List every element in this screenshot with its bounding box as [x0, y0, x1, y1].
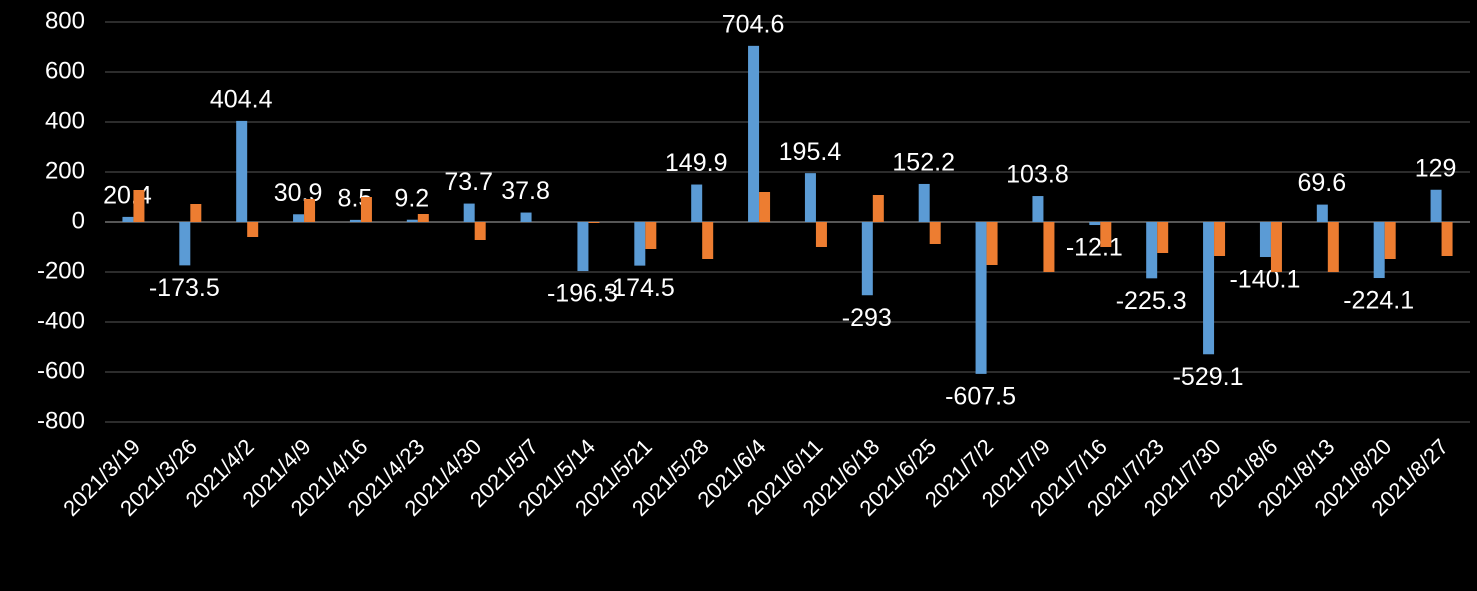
bar: [1373, 222, 1385, 279]
bar: [804, 173, 816, 222]
bar: [190, 204, 202, 222]
value-label: -529.1: [1173, 363, 1244, 391]
bar: [1203, 222, 1215, 355]
bar: [702, 222, 714, 259]
bar: [975, 222, 987, 374]
value-label: 9.2: [394, 184, 429, 212]
bar: [349, 219, 361, 222]
value-label: -293: [842, 304, 892, 332]
bar: [1032, 196, 1044, 222]
bar: [918, 183, 930, 222]
y-tick-label: -200: [37, 257, 85, 284]
bar: [759, 192, 771, 222]
bar: [463, 203, 475, 222]
value-label: -224.1: [1343, 287, 1414, 315]
value-label: 129: [1415, 154, 1457, 182]
value-label: -225.3: [1116, 287, 1187, 315]
bar: [634, 222, 646, 266]
y-tick-label: -600: [37, 357, 85, 384]
y-tick-label: 200: [45, 157, 85, 184]
bar: [588, 222, 600, 223]
value-label: 30.9: [274, 179, 323, 207]
value-label: -12.1: [1066, 234, 1123, 262]
value-label: 149.9: [665, 149, 728, 177]
y-tick-label: -400: [37, 307, 85, 334]
y-tick-label: 0: [72, 207, 85, 234]
value-label: 69.6: [1297, 169, 1346, 197]
value-label: -140.1: [1229, 266, 1300, 294]
bar: [1384, 222, 1396, 259]
y-tick-label: -800: [37, 407, 85, 434]
value-label: -196.3: [547, 280, 618, 308]
bar: [872, 195, 884, 222]
bar: [179, 222, 191, 266]
bar: [293, 214, 305, 222]
bar: [1259, 222, 1271, 258]
bar: [474, 222, 486, 240]
value-label: 103.8: [1006, 161, 1069, 189]
bar: [748, 45, 760, 222]
bar: [691, 184, 703, 222]
value-label: 404.4: [210, 86, 273, 114]
value-label: -174.5: [604, 274, 675, 302]
y-tick-label: 600: [45, 57, 85, 84]
bar: [360, 197, 372, 222]
value-label: 195.4: [779, 138, 842, 166]
value-label: 704.6: [722, 10, 785, 38]
bar: [236, 120, 248, 222]
value-label: 152.2: [892, 149, 955, 177]
bar: [815, 222, 827, 247]
bar: [122, 216, 134, 222]
bar: [1100, 222, 1112, 247]
value-label: 37.8: [501, 177, 550, 205]
bar: [1043, 222, 1055, 272]
bar: [247, 222, 259, 237]
bar: [520, 212, 532, 222]
bar: [1430, 189, 1442, 222]
bar: [986, 222, 998, 265]
bar: [929, 222, 941, 244]
value-label: 73.7: [444, 168, 493, 196]
bar: [1157, 222, 1169, 253]
bar: [577, 222, 589, 272]
bar: [1270, 222, 1282, 272]
bar: [1316, 204, 1328, 222]
y-tick-label: 800: [45, 7, 85, 34]
bar: [1441, 222, 1453, 256]
bar: [645, 222, 657, 249]
bar: [1146, 222, 1158, 279]
value-label: -607.5: [945, 382, 1016, 410]
bar: [417, 214, 429, 222]
bar: [1214, 222, 1226, 256]
value-label: 20.4: [103, 182, 152, 210]
bar: [133, 190, 145, 222]
bar: [304, 199, 316, 222]
y-tick-label: 400: [45, 107, 85, 134]
bar: [861, 222, 873, 296]
value-label: -173.5: [149, 274, 220, 302]
bar: [1089, 222, 1101, 226]
bar: [406, 219, 418, 222]
bar: [1327, 222, 1339, 272]
